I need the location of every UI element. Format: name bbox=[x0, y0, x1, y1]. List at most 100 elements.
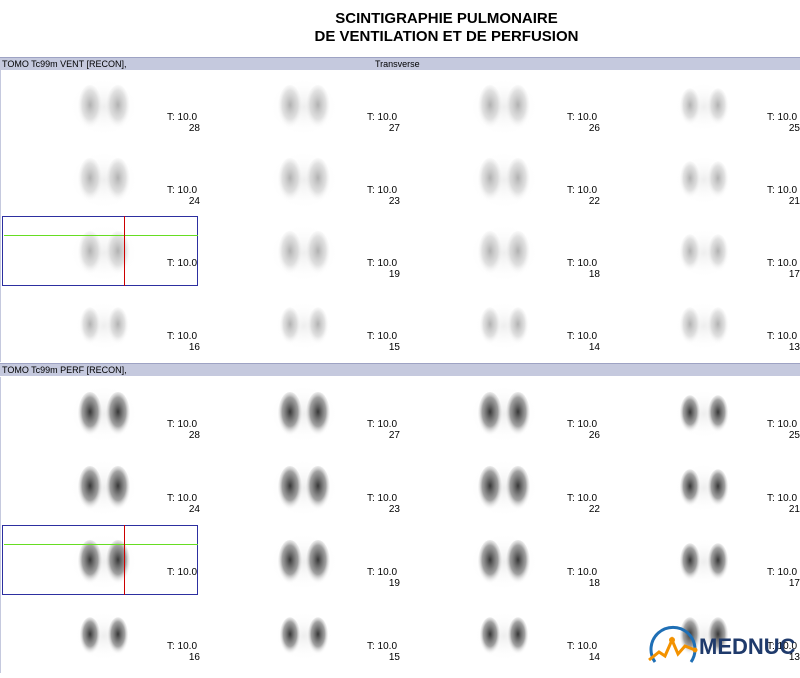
mednuc-logo-icon bbox=[648, 625, 698, 663]
vent-slice-cell[interactable]: T: 10.0 14 bbox=[401, 289, 601, 362]
time-label: T: 10.0 bbox=[367, 112, 398, 123]
slice-number: 18 bbox=[588, 269, 600, 280]
time-label: T: 10.0 bbox=[167, 641, 198, 652]
perf-slice-cell[interactable]: T: 10.0 bbox=[1, 525, 201, 598]
slice-number: 19 bbox=[388, 269, 400, 280]
vent-slice-cell[interactable]: T: 10.0 25 bbox=[601, 70, 800, 143]
vent-slice-cell[interactable]: T: 10.0 15 bbox=[201, 289, 401, 362]
vent-slice-cell[interactable]: T: 10.0 27 bbox=[201, 70, 401, 143]
perf-lung-image bbox=[463, 381, 545, 445]
slice-number: 25 bbox=[788, 430, 800, 441]
perf-lung-image bbox=[663, 381, 745, 445]
time-label: T: 10.0 bbox=[367, 331, 398, 342]
vent-slice-cell[interactable]: T: 10.0 19 bbox=[201, 216, 401, 289]
vent-lung-image bbox=[263, 293, 345, 357]
time-label: T: 10.0 bbox=[767, 493, 798, 504]
report-title-text: SCINTIGRAPHIE PULMONAIRE DE VENTILATION … bbox=[0, 10, 800, 46]
time-label: T: 10.0 bbox=[367, 567, 398, 578]
vent-lung-image bbox=[463, 293, 545, 357]
vent-slice-cell[interactable]: T: 10.0 24 bbox=[1, 143, 201, 216]
vent-slice-cell[interactable]: T: 10.0 17 bbox=[601, 216, 800, 289]
slice-number: 14 bbox=[588, 342, 600, 353]
vent-slice-cell[interactable]: T: 10.0 13 bbox=[601, 289, 800, 362]
perf-lung-image bbox=[263, 603, 345, 667]
slice-number: 15 bbox=[388, 342, 400, 353]
perf-slice-cell[interactable]: T: 10.0 24 bbox=[1, 451, 201, 524]
mednuc-logo: MEDNUC bbox=[645, 622, 800, 673]
vent-slice-cell[interactable]: T: 10.0 21 bbox=[601, 143, 800, 216]
time-label: T: 10.0 bbox=[367, 185, 398, 196]
time-label: T: 10.0 bbox=[167, 419, 198, 430]
vent-lung-image bbox=[663, 293, 745, 357]
report-title: SCINTIGRAPHIE PULMONAIRE DE VENTILATION … bbox=[0, 0, 800, 56]
slice-number: 17 bbox=[788, 269, 800, 280]
slice-number: 28 bbox=[188, 430, 200, 441]
title-line-2: DE VENTILATION ET DE PERFUSION bbox=[314, 28, 579, 45]
perf-lung-image bbox=[463, 529, 545, 593]
vent-slice-cell[interactable]: T: 10.0 bbox=[1, 216, 201, 289]
vent-lung-image bbox=[263, 220, 345, 284]
slice-number: 28 bbox=[188, 123, 200, 134]
selected-slice-cursor-box[interactable] bbox=[2, 525, 198, 595]
perf-lung-image bbox=[263, 455, 345, 519]
vent-lung-image bbox=[663, 220, 745, 284]
perf-slice-cell[interactable]: T: 10.0 21 bbox=[601, 451, 800, 524]
slice-number: 14 bbox=[588, 652, 600, 663]
perf-slice-cell[interactable]: T: 10.0 19 bbox=[201, 525, 401, 598]
slice-number: 27 bbox=[388, 430, 400, 441]
vent-lung-image bbox=[663, 147, 745, 211]
slice-number: 13 bbox=[788, 342, 800, 353]
crosshair-horizontal[interactable] bbox=[4, 544, 198, 545]
time-label: T: 10.0 bbox=[367, 641, 398, 652]
vent-slice-cell[interactable]: T: 10.0 28 bbox=[1, 70, 201, 143]
vent-slice-cell[interactable]: T: 10.0 26 bbox=[401, 70, 601, 143]
time-label: T: 10.0 bbox=[767, 258, 798, 269]
time-label: T: 10.0 bbox=[167, 493, 198, 504]
time-label: T: 10.0 bbox=[767, 419, 798, 430]
perf-lung-image bbox=[63, 381, 145, 445]
perf-slice-cell[interactable]: T: 10.0 18 bbox=[401, 525, 601, 598]
perf-lung-image bbox=[663, 529, 745, 593]
time-label: T: 10.0 bbox=[567, 567, 598, 578]
perf-slice-cell[interactable]: T: 10.0 14 bbox=[401, 599, 601, 672]
perf-slice-cell[interactable]: T: 10.0 25 bbox=[601, 377, 800, 450]
time-label: T: 10.0 bbox=[167, 258, 198, 269]
perf-slice-cell[interactable]: T: 10.0 17 bbox=[601, 525, 800, 598]
perf-lung-image bbox=[63, 455, 145, 519]
slice-number: 15 bbox=[388, 652, 400, 663]
perf-slice-cell[interactable]: T: 10.0 27 bbox=[201, 377, 401, 450]
slice-number: 18 bbox=[588, 578, 600, 589]
slice-number: 24 bbox=[188, 504, 200, 515]
perf-slice-cell[interactable]: T: 10.0 23 bbox=[201, 451, 401, 524]
perf-slice-cell[interactable]: T: 10.0 28 bbox=[1, 377, 201, 450]
perf-lung-image bbox=[263, 529, 345, 593]
time-label: T: 10.0 bbox=[767, 567, 798, 578]
vent-slice-cell[interactable]: T: 10.0 18 bbox=[401, 216, 601, 289]
time-label: T: 10.0 bbox=[567, 419, 598, 430]
perfusion-study-label: TOMO Tc99m PERF [RECON], bbox=[2, 365, 127, 375]
vent-slice-cell[interactable]: T: 10.0 16 bbox=[1, 289, 201, 362]
slice-number: 17 bbox=[788, 578, 800, 589]
time-label: T: 10.0 bbox=[767, 641, 798, 652]
slice-number: 21 bbox=[788, 504, 800, 515]
time-label: T: 10.0 bbox=[567, 258, 598, 269]
time-label: T: 10.0 bbox=[167, 331, 198, 342]
crosshair-vertical[interactable] bbox=[124, 216, 125, 286]
time-label: T: 10.0 bbox=[567, 493, 598, 504]
slice-number: 21 bbox=[788, 196, 800, 207]
vent-slice-cell[interactable]: T: 10.0 22 bbox=[401, 143, 601, 216]
perf-slice-cell[interactable]: T: 10.0 26 bbox=[401, 377, 601, 450]
vent-slice-cell[interactable]: T: 10.0 23 bbox=[201, 143, 401, 216]
slice-number: 25 bbox=[788, 123, 800, 134]
slice-number: 13 bbox=[788, 652, 800, 663]
selected-slice-cursor-box[interactable] bbox=[2, 216, 198, 286]
orientation-label: Transverse bbox=[375, 59, 420, 69]
crosshair-vertical[interactable] bbox=[124, 525, 125, 595]
crosshair-horizontal[interactable] bbox=[4, 235, 198, 236]
perf-slice-cell[interactable]: T: 10.0 16 bbox=[1, 599, 201, 672]
perf-slice-cell[interactable]: T: 10.0 22 bbox=[401, 451, 601, 524]
slice-number: 16 bbox=[188, 342, 200, 353]
vent-lung-image bbox=[463, 220, 545, 284]
perf-slice-cell[interactable]: T: 10.0 15 bbox=[201, 599, 401, 672]
time-label: T: 10.0 bbox=[167, 112, 198, 123]
